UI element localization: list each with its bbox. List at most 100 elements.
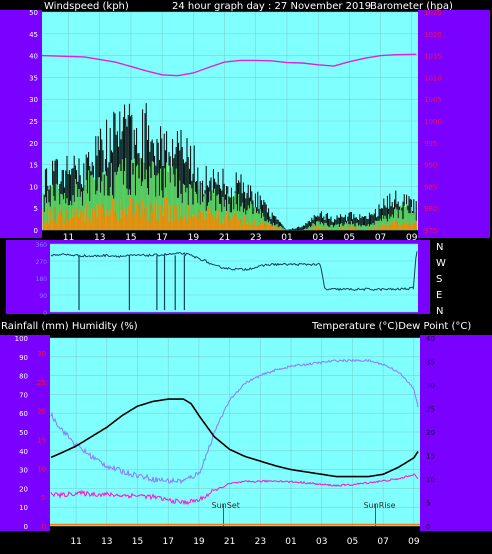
direction-tick-label: 90 bbox=[39, 293, 47, 300]
baro-tick-label: 980 bbox=[424, 205, 437, 213]
graph-title: 24 hour graph day : 27 November 2019 bbox=[172, 1, 372, 12]
wind-x-tick-label: 15 bbox=[125, 233, 136, 243]
baro-tick-label: 985 bbox=[424, 183, 437, 191]
barometer-axis-title: Barometer (hpa) bbox=[370, 1, 453, 12]
rain-tick-label: 15 bbox=[37, 437, 46, 445]
temp-tick-label: 30 bbox=[426, 382, 435, 390]
wind-tick-label: 0 bbox=[34, 227, 38, 235]
humidity-line bbox=[50, 358, 419, 485]
temp-dewpoint-axis-title: Temperature (°C)Dew Point (°C) bbox=[312, 321, 472, 332]
wind-tick-label: 10 bbox=[29, 183, 38, 191]
rain-tick-label: 0 bbox=[42, 523, 46, 531]
wind-tick-label: 30 bbox=[29, 96, 38, 104]
rain-tick-label: 5 bbox=[42, 494, 46, 502]
direction-tick-label: 180 bbox=[36, 276, 48, 283]
wind-x-tick-label: 11 bbox=[63, 233, 74, 243]
compass-label: S bbox=[436, 274, 442, 285]
humidity-tick-label: 30 bbox=[19, 467, 28, 475]
wind-x-tick-label: 05 bbox=[344, 233, 355, 243]
barometer-line bbox=[41, 53, 417, 77]
sun-marker-label: SunRise bbox=[363, 501, 395, 510]
humidity-tick-label: 60 bbox=[19, 410, 28, 418]
wind-x-tick-label: 23 bbox=[250, 233, 261, 243]
direction-tick-label: 360 bbox=[36, 242, 48, 249]
rain-tick-label: 25 bbox=[37, 379, 46, 387]
temp-x-tick-label: 07 bbox=[377, 537, 388, 547]
wind-x-tick-label: 19 bbox=[188, 233, 200, 243]
temp-tick-label: 0 bbox=[426, 523, 430, 531]
humidity-tick-label: 50 bbox=[19, 429, 28, 437]
wind-tick-label: 5 bbox=[34, 205, 38, 213]
rain-humidity-axis-title: Rainfall (mm) Humidity (%) bbox=[1, 321, 138, 332]
humidity-tick-label: 10 bbox=[19, 504, 28, 512]
temperature-line bbox=[50, 398, 419, 478]
temp-x-tick-label: 01 bbox=[285, 537, 296, 547]
temp-x-tick-label: 09 bbox=[408, 537, 420, 547]
temp-x-tick-label: 19 bbox=[193, 537, 205, 547]
compass-label: N bbox=[436, 242, 443, 253]
temp-tick-label: 20 bbox=[426, 429, 435, 437]
direction-tick-label: 270 bbox=[36, 259, 48, 266]
compass-label: W bbox=[436, 258, 446, 269]
temp-tick-label: 10 bbox=[426, 476, 435, 484]
rain-tick-label: 20 bbox=[37, 408, 46, 416]
baro-tick-label: 1020 bbox=[424, 31, 442, 39]
wind-x-tick-label: 21 bbox=[219, 233, 230, 243]
temp-tick-label: 5 bbox=[426, 500, 430, 508]
baro-tick-label: 1025 bbox=[424, 9, 442, 17]
temp-x-tick-label: 05 bbox=[347, 537, 358, 547]
right-frame-bottom bbox=[420, 335, 492, 531]
temp-x-tick-label: 11 bbox=[70, 537, 81, 547]
wind-x-tick-label: 17 bbox=[156, 233, 167, 243]
rain-tick-label: 10 bbox=[37, 465, 46, 473]
temp-x-tick-label: 23 bbox=[255, 537, 266, 547]
temp-x-tick-label: 03 bbox=[316, 537, 327, 547]
baro-tick-label: 1000 bbox=[424, 118, 442, 126]
windspeed-axis-title: Windspeed (kph) bbox=[44, 1, 129, 12]
temp-x-tick-label: 15 bbox=[132, 537, 143, 547]
humidity-tick-label: 80 bbox=[19, 373, 28, 381]
humidity-tick-label: 20 bbox=[19, 485, 28, 493]
temp-x-tick-label: 13 bbox=[101, 537, 112, 547]
temp-tick-label: 40 bbox=[426, 335, 435, 343]
baro-tick-label: 975 bbox=[424, 227, 437, 235]
right-frame-top bbox=[418, 10, 490, 238]
temp-x-tick-label: 21 bbox=[224, 537, 235, 547]
baro-tick-label: 1015 bbox=[424, 53, 442, 61]
humidity-tick-label: 40 bbox=[19, 448, 28, 456]
left-frame-bottom bbox=[0, 335, 50, 531]
wind-tick-label: 45 bbox=[29, 31, 38, 39]
rain-tick-label: 30 bbox=[37, 350, 46, 358]
humidity-tick-label: 90 bbox=[19, 354, 28, 362]
baro-tick-label: 1010 bbox=[424, 74, 442, 82]
wind-tick-label: 25 bbox=[29, 118, 38, 126]
wind-tick-label: 35 bbox=[29, 74, 38, 82]
left-frame-top bbox=[0, 10, 42, 238]
humidity-tick-label: 100 bbox=[15, 335, 28, 343]
sun-marker-label: SunSet bbox=[211, 501, 239, 510]
temp-x-tick-label: 17 bbox=[162, 537, 173, 547]
wind-tick-label: 50 bbox=[29, 9, 38, 17]
baro-tick-label: 990 bbox=[424, 162, 437, 170]
humidity-tick-label: 0 bbox=[24, 523, 28, 531]
direction-tick-label: 0 bbox=[43, 310, 47, 317]
dewpoint-line bbox=[50, 473, 419, 506]
wind-x-tick-label: 03 bbox=[312, 233, 323, 243]
low-series bbox=[42, 196, 417, 230]
wind-tick-label: 40 bbox=[29, 53, 38, 61]
baro-tick-label: 995 bbox=[424, 140, 437, 148]
temp-tick-label: 25 bbox=[426, 406, 435, 414]
temp-tick-label: 35 bbox=[426, 359, 435, 367]
wind-x-tick-label: 13 bbox=[94, 233, 105, 243]
direction-line bbox=[50, 251, 418, 292]
wind-x-tick-label: 07 bbox=[375, 233, 386, 243]
baro-tick-label: 1005 bbox=[424, 96, 442, 104]
wind-tick-label: 15 bbox=[29, 162, 38, 170]
compass-label: N bbox=[436, 306, 443, 317]
humidity-tick-label: 70 bbox=[19, 391, 28, 399]
wind-tick-label: 20 bbox=[29, 140, 38, 148]
compass-label: E bbox=[436, 290, 442, 301]
temp-tick-label: 15 bbox=[426, 453, 435, 461]
